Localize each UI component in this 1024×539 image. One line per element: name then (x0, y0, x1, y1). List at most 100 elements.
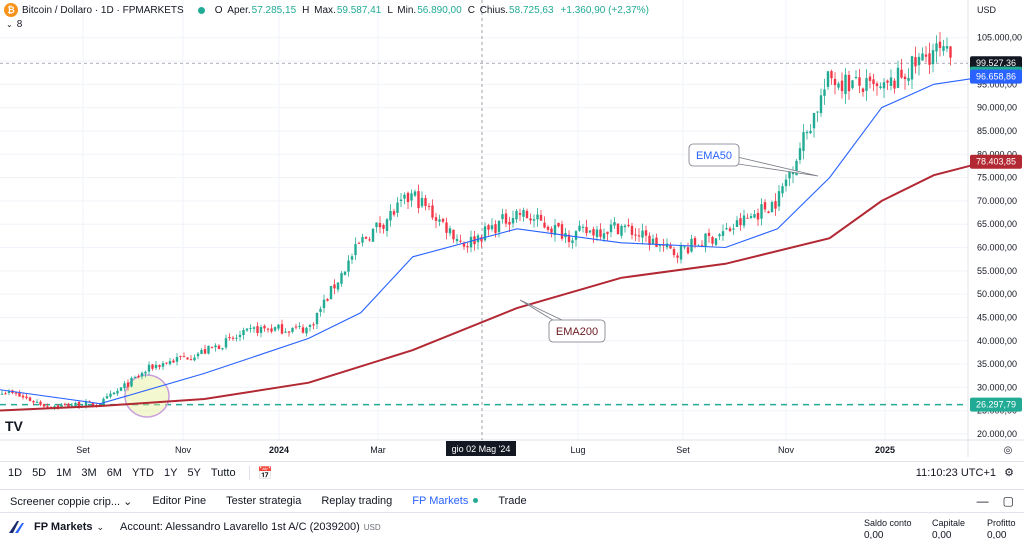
candle-body[interactable] (357, 242, 361, 244)
candle-body[interactable] (616, 223, 620, 235)
candle-body[interactable] (945, 46, 949, 49)
minimize-icon[interactable]: — (976, 494, 989, 508)
candle-body[interactable] (599, 229, 602, 237)
candle-body[interactable] (627, 224, 630, 227)
candle-body[interactable] (382, 224, 385, 229)
candle-body[interactable] (900, 69, 903, 78)
candle-body[interactable] (182, 356, 186, 358)
candle-body[interactable] (777, 191, 781, 207)
settings-icon[interactable]: ◎ (1004, 445, 1013, 456)
candle-body[interactable] (861, 88, 865, 92)
candle-body[interactable] (816, 111, 819, 113)
candle-body[interactable] (644, 230, 648, 236)
candle-body[interactable] (364, 237, 368, 239)
candle-body[interactable] (746, 217, 749, 219)
candle-body[interactable] (308, 324, 312, 327)
candle-body[interactable] (361, 237, 364, 243)
candle-body[interactable] (18, 392, 21, 397)
candle-body[interactable] (522, 210, 525, 217)
candle-body[interactable] (168, 360, 172, 365)
candle-body[interactable] (872, 79, 875, 85)
candle-body[interactable] (511, 218, 515, 224)
candle-body[interactable] (396, 202, 399, 213)
candle-body[interactable] (287, 331, 291, 333)
candle-body[interactable] (637, 235, 641, 237)
candle-body[interactable] (707, 232, 711, 236)
candle-body[interactable] (420, 197, 424, 207)
price-tag[interactable] (970, 154, 1022, 169)
candle-body[interactable] (868, 76, 872, 81)
candle-body[interactable] (161, 363, 165, 367)
candle-body[interactable] (312, 324, 315, 326)
candle-body[interactable] (343, 271, 347, 275)
timeframe-5d[interactable]: 5D (32, 466, 47, 479)
candle-body[interactable] (847, 74, 851, 92)
candle-body[interactable] (137, 376, 140, 378)
timeframe-1d[interactable]: 1D (8, 466, 23, 479)
candle-body[interactable] (949, 46, 952, 58)
candle-body[interactable] (756, 212, 760, 220)
candle-body[interactable] (147, 364, 151, 372)
price-tag[interactable] (970, 397, 1022, 412)
candle-body[interactable] (879, 86, 882, 89)
candle-body[interactable] (865, 78, 868, 91)
candle-body[interactable] (298, 325, 301, 327)
candle-body[interactable] (515, 210, 518, 220)
candle-body[interactable] (186, 357, 189, 360)
candle-body[interactable] (886, 80, 889, 83)
candle-body[interactable] (641, 230, 644, 238)
candle-body[interactable] (200, 349, 203, 354)
candle-body[interactable] (158, 365, 161, 367)
candle-body[interactable] (203, 349, 207, 354)
candle-body[interactable] (917, 56, 921, 66)
candle-body[interactable] (518, 213, 522, 215)
candle-body[interactable] (693, 238, 697, 246)
candle-body[interactable] (399, 199, 403, 202)
candle-body[interactable] (21, 395, 25, 398)
candle-body[interactable] (105, 396, 109, 399)
candle-body[interactable] (487, 225, 490, 230)
candle-body[interactable] (42, 404, 46, 407)
candle-body[interactable] (280, 324, 284, 334)
candle-body[interactable] (704, 233, 707, 248)
candle-body[interactable] (609, 224, 613, 233)
candle-body[interactable] (301, 327, 305, 333)
candle-body[interactable] (91, 402, 95, 406)
candle-body[interactable] (119, 387, 123, 391)
candle-body[interactable] (294, 326, 298, 328)
candle-body[interactable] (270, 328, 273, 332)
candle-body[interactable] (389, 211, 392, 221)
candle-body[interactable] (0, 393, 4, 395)
candle-body[interactable] (690, 238, 693, 252)
candle-body[interactable] (525, 210, 529, 219)
candle-body[interactable] (32, 401, 35, 403)
candle-body[interactable] (56, 405, 60, 408)
candle-body[interactable] (165, 362, 168, 364)
candle-body[interactable] (833, 78, 837, 86)
candle-body[interactable] (630, 225, 634, 235)
candle-body[interactable] (718, 234, 721, 237)
candle-body[interactable] (613, 222, 616, 226)
candle-body[interactable] (448, 228, 452, 234)
candle-body[interactable] (602, 233, 606, 239)
candle-body[interactable] (893, 80, 896, 89)
candle-body[interactable] (686, 247, 690, 254)
candle-body[interactable] (781, 186, 784, 194)
candle-body[interactable] (588, 230, 592, 233)
candle-body[interactable] (795, 160, 798, 176)
candle-body[interactable] (732, 228, 735, 230)
ema50-line[interactable] (0, 76, 986, 405)
candle-body[interactable] (235, 337, 238, 339)
candle-body[interactable] (116, 390, 119, 394)
candle-body[interactable] (210, 346, 214, 348)
candle-body[interactable] (914, 57, 917, 67)
candle-body[interactable] (805, 131, 809, 134)
timeframe-1m[interactable]: 1M (56, 466, 72, 479)
candle-body[interactable] (928, 53, 931, 65)
candle-body[interactable] (721, 231, 725, 236)
candle-body[interactable] (196, 353, 200, 357)
candle-body[interactable] (378, 223, 382, 228)
candle-body[interactable] (679, 245, 683, 260)
candle-body[interactable] (571, 240, 574, 243)
candle-body[interactable] (791, 172, 795, 175)
